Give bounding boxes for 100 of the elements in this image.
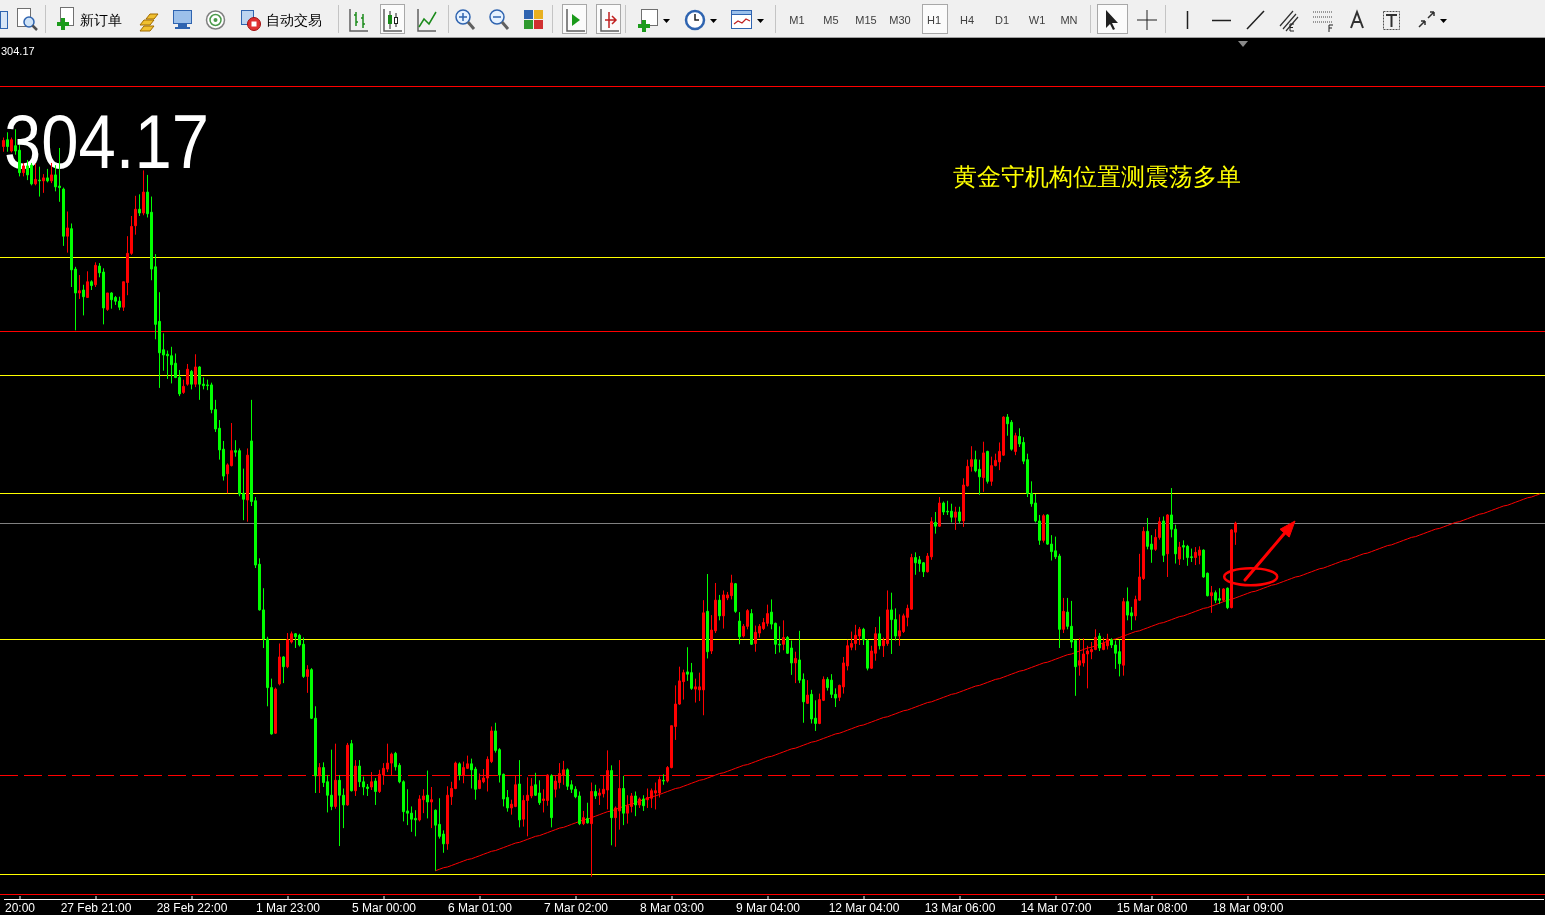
- text: D1: [994, 14, 1010, 26]
- candlestick: [338, 774, 341, 847]
- candlestick: [278, 643, 281, 686]
- candlestick: [182, 379, 185, 395]
- candlestick: [526, 776, 529, 837]
- candlestick: [1062, 597, 1065, 634]
- candlestick: [550, 773, 553, 828]
- x-tick-label: 15 Mar 08:00: [1116, 900, 1188, 915]
- candlestick: [246, 447, 249, 523]
- text: 自动交易: [266, 12, 322, 28]
- candlestick: [730, 574, 733, 600]
- text: 新订单: [80, 12, 122, 28]
- candlestick: [198, 365, 201, 401]
- candlestick: [950, 503, 953, 523]
- x-tick-label: 6 Mar 01:00: [447, 900, 513, 915]
- candlestick: [738, 611, 741, 645]
- candlestick: [1118, 639, 1121, 677]
- candlestick: [1102, 637, 1105, 651]
- candlestick: [1106, 633, 1109, 650]
- candlestick: [1214, 589, 1217, 604]
- candlestick: [566, 767, 569, 791]
- candlestick: [706, 573, 709, 659]
- candlestick: [194, 353, 197, 388]
- candlestick: [426, 770, 429, 819]
- candlestick: [306, 664, 309, 694]
- candlestick: [582, 810, 585, 826]
- candlestick: [898, 613, 901, 647]
- candlestick: [878, 616, 881, 650]
- text: 304.17: [1, 45, 35, 57]
- candlestick: [282, 655, 285, 684]
- candlestick: [1190, 548, 1193, 563]
- candlestick: [330, 749, 333, 811]
- candlestick: [1014, 432, 1017, 456]
- candlestick: [634, 791, 637, 817]
- candlestick: [778, 625, 781, 653]
- candlestick: [446, 785, 449, 851]
- candlestick: [1166, 513, 1169, 578]
- candlestick: [190, 369, 193, 390]
- candlestick: [858, 626, 861, 646]
- candlestick: [1162, 515, 1165, 563]
- candlestick: [954, 506, 957, 531]
- candlestick: [918, 555, 921, 573]
- candlestick: [186, 363, 189, 387]
- candlestick: [1186, 544, 1189, 567]
- text: M5: [823, 14, 839, 26]
- x-tick-label: 13 Mar 06:00: [924, 900, 996, 915]
- candlestick: [374, 777, 377, 806]
- candlestick: [594, 784, 597, 800]
- text: MN: [1060, 14, 1078, 26]
- candlestick: [626, 794, 629, 825]
- x-tick-label: 8 Mar 03:00: [639, 900, 705, 915]
- candlestick: [294, 632, 297, 649]
- candlestick: [958, 506, 961, 524]
- text: 黄金守机构位置测震荡多单: [953, 163, 1241, 191]
- text: M30: [889, 14, 911, 26]
- candlestick: [1222, 587, 1225, 603]
- candlestick: [1198, 545, 1201, 565]
- candlestick: [722, 589, 725, 630]
- x-tick-label: 9 Mar 04:00: [735, 900, 801, 915]
- candlestick: [914, 551, 917, 576]
- candlestick: [78, 274, 81, 300]
- candlestick: [718, 594, 721, 621]
- text: M15: [855, 14, 877, 26]
- candlestick: [286, 632, 289, 669]
- candlestick: [106, 292, 109, 312]
- candlestick: [1098, 632, 1101, 652]
- candlestick: [806, 679, 809, 705]
- candlestick: [458, 761, 461, 781]
- text: W1: [1028, 14, 1046, 26]
- x-tick-label: 12 Mar 04:00: [828, 900, 900, 915]
- text: H4: [959, 14, 975, 26]
- candlestick: [1218, 587, 1221, 605]
- x-tick-label: 1 Mar 23:00: [255, 900, 321, 915]
- x-tick-label: 28 Feb 22:00: [156, 900, 228, 915]
- candlestick: [1042, 513, 1045, 544]
- candlestick: [114, 295, 117, 306]
- candlestick: [430, 786, 433, 829]
- x-tick-label: 18 Mar 09:00: [1212, 900, 1284, 915]
- candlestick: [610, 764, 613, 846]
- candlestick: [646, 788, 649, 809]
- candlestick: [66, 211, 69, 254]
- candlestick: [414, 809, 417, 837]
- candlestick: [170, 346, 173, 384]
- candlestick: [942, 501, 945, 516]
- candlestick: [518, 759, 521, 828]
- candlestick: [110, 291, 113, 310]
- candlestick: [118, 296, 121, 311]
- text: M1: [789, 14, 805, 26]
- x-tick-label: 14 Mar 07:00: [1020, 900, 1092, 915]
- candlestick: [1210, 585, 1213, 614]
- x-tick-label: 7 Mar 02:00: [543, 900, 609, 915]
- candlestick: [134, 195, 137, 236]
- candlestick: [102, 267, 105, 325]
- candlestick: [90, 279, 93, 291]
- candlestick: [990, 456, 993, 487]
- candlestick: [790, 640, 793, 676]
- candlestick: [754, 625, 757, 653]
- candlestick: [982, 441, 985, 493]
- text: H1: [926, 14, 942, 26]
- candlestick: [862, 627, 865, 646]
